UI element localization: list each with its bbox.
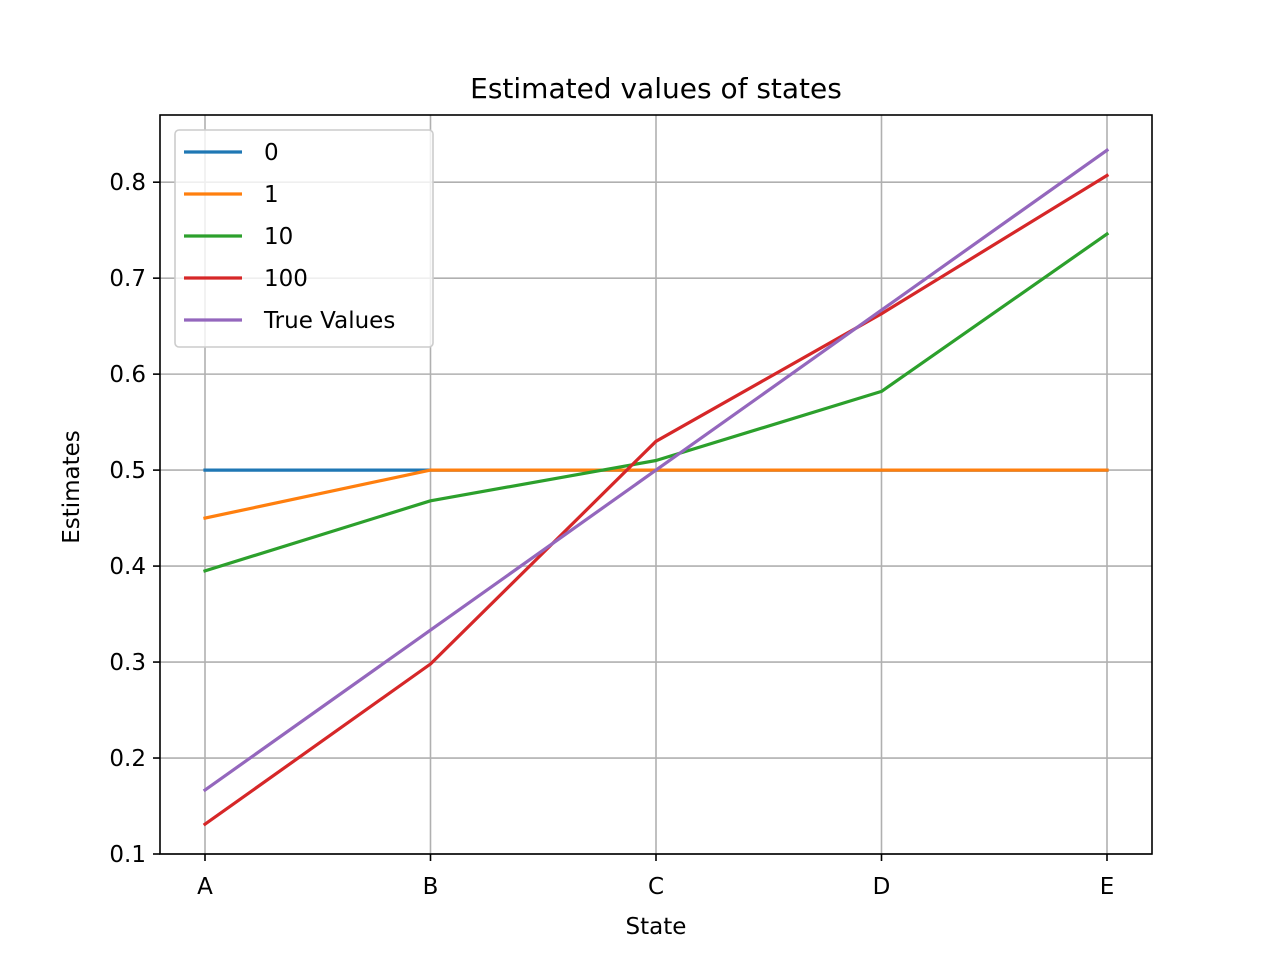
series-line-true-values — [202, 147, 1110, 793]
y-tick-label: 0.3 — [109, 650, 146, 676]
x-tick-label: A — [197, 874, 213, 900]
x-axis-label: State — [626, 914, 687, 940]
legend-box — [174, 129, 434, 348]
legend-label: 0 — [264, 140, 279, 166]
x-tick-label: E — [1100, 874, 1115, 900]
y-tick-label: 0.1 — [109, 842, 146, 868]
legend-label: 10 — [264, 224, 293, 250]
x-tick-label: B — [423, 874, 439, 900]
y-tick-label: 0.6 — [109, 362, 146, 388]
legend-label: 100 — [264, 266, 308, 292]
series-layer — [202, 147, 1110, 827]
y-tick-label: 0.2 — [109, 746, 146, 772]
legend-items: 0 1 10 100 True Values — [184, 140, 395, 334]
chart-title: Estimated values of states — [470, 72, 842, 105]
x-tick-label: C — [648, 874, 664, 900]
y-tick-label: 0.8 — [109, 170, 146, 196]
y-axis-label: Estimates — [59, 430, 85, 544]
y-tick-label: 0.4 — [109, 554, 146, 580]
x-tick-label: D — [873, 874, 891, 900]
series-line-10 — [202, 231, 1110, 573]
series-line-100 — [202, 173, 1110, 827]
legend: 0 1 10 100 True Values — [174, 129, 434, 348]
legend-label: 1 — [264, 182, 279, 208]
y-tick-label: 0.7 — [109, 266, 146, 292]
y-tick-label: 0.5 — [109, 458, 146, 484]
legend-label: True Values — [263, 308, 395, 334]
ticks-layer: A B C D E 0.1 0.2 0.3 0.4 0.5 0.6 0.7 0.8 — [109, 170, 1114, 900]
